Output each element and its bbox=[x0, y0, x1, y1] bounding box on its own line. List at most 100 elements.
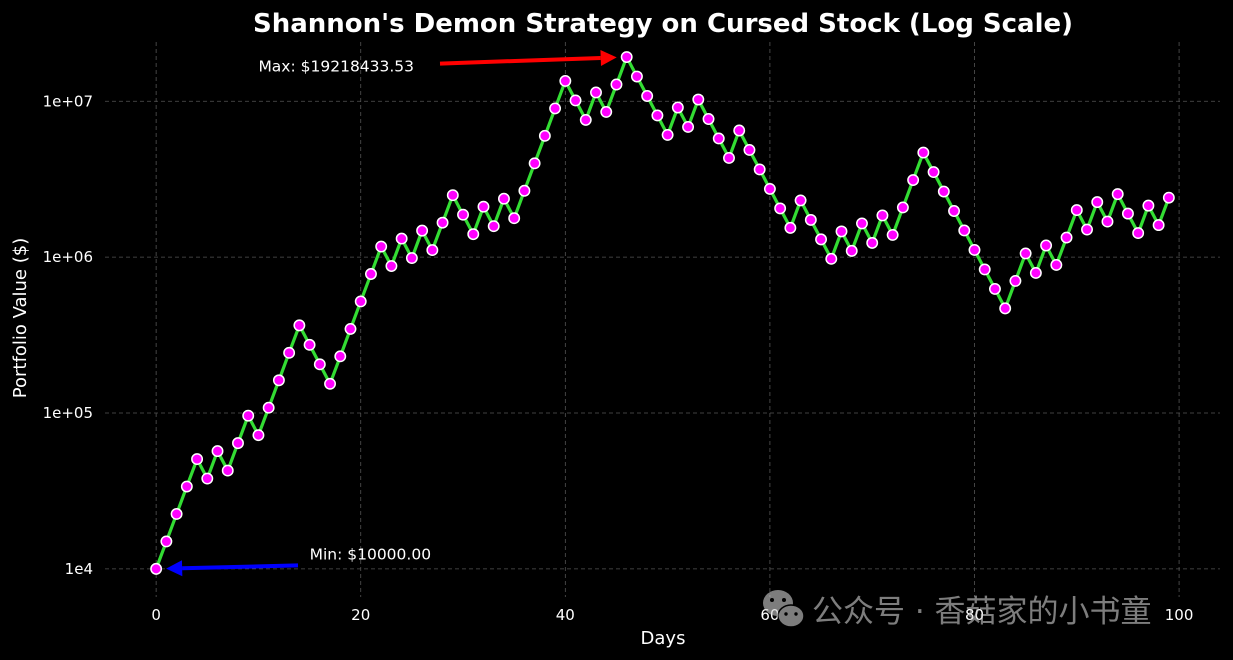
data-point bbox=[1121, 207, 1134, 220]
data-point bbox=[937, 185, 950, 198]
data-point bbox=[508, 212, 521, 225]
x-tick-label: 20 bbox=[351, 606, 370, 624]
data-point bbox=[835, 225, 848, 238]
data-point bbox=[334, 350, 347, 363]
data-point bbox=[201, 472, 214, 485]
data-point bbox=[825, 252, 838, 265]
data-point bbox=[1029, 266, 1042, 279]
data-point bbox=[671, 101, 684, 114]
data-point bbox=[313, 358, 326, 371]
data-point bbox=[927, 166, 940, 179]
wechat-icon bbox=[763, 590, 805, 628]
data-point bbox=[1070, 204, 1083, 217]
data-point bbox=[845, 244, 858, 257]
x-axis-label: Days bbox=[641, 628, 686, 649]
data-point bbox=[579, 113, 592, 126]
data-point bbox=[180, 480, 193, 493]
data-point bbox=[538, 129, 551, 142]
data-point bbox=[712, 132, 725, 145]
annotation-arrowhead bbox=[600, 49, 617, 66]
data-point bbox=[1152, 219, 1165, 232]
data-point bbox=[477, 200, 490, 213]
data-point bbox=[978, 263, 991, 276]
data-point bbox=[211, 445, 224, 458]
data-point bbox=[753, 163, 766, 176]
data-point bbox=[1050, 259, 1063, 271]
data-point bbox=[784, 221, 797, 234]
x-tick-label: 80 bbox=[965, 606, 984, 624]
data-point bbox=[989, 282, 1001, 295]
min-annotation-label: Min: $10000.00 bbox=[310, 545, 431, 563]
data-point bbox=[559, 75, 572, 87]
data-point bbox=[866, 236, 879, 249]
data-point bbox=[1040, 239, 1053, 252]
data-point bbox=[856, 217, 868, 230]
data-point bbox=[242, 409, 255, 422]
data-point bbox=[487, 220, 500, 233]
data-point bbox=[221, 464, 234, 477]
data-point bbox=[375, 240, 388, 253]
data-point bbox=[692, 93, 705, 106]
data-point bbox=[416, 224, 429, 237]
data-point bbox=[518, 184, 531, 197]
data-point bbox=[457, 208, 469, 221]
data-point bbox=[354, 295, 367, 308]
data-point bbox=[232, 437, 244, 450]
data-point bbox=[303, 338, 316, 351]
data-point bbox=[1101, 215, 1114, 228]
series-line bbox=[154, 55, 1171, 570]
data-point bbox=[999, 302, 1012, 315]
data-point bbox=[385, 260, 398, 272]
data-point bbox=[590, 86, 602, 99]
data-point bbox=[917, 146, 930, 159]
data-point bbox=[1091, 196, 1104, 209]
data-point bbox=[283, 346, 296, 359]
y-tick-label: 1e+06 bbox=[43, 248, 93, 266]
data-point bbox=[395, 232, 408, 245]
data-point bbox=[436, 216, 449, 229]
data-point bbox=[344, 322, 357, 335]
data-point bbox=[497, 192, 510, 205]
data-point bbox=[1019, 247, 1032, 260]
y-axis-label: Portfolio Value ($) bbox=[10, 238, 31, 398]
data-point bbox=[467, 228, 480, 241]
data-point bbox=[723, 151, 735, 164]
data-point bbox=[774, 202, 787, 215]
data-point bbox=[886, 228, 899, 241]
data-point bbox=[876, 209, 889, 222]
data-point bbox=[815, 233, 828, 246]
data-point bbox=[743, 144, 756, 156]
data-point bbox=[948, 205, 960, 217]
watermark: 公众号 · 香菇家的小书童 bbox=[763, 590, 1152, 630]
data-point bbox=[610, 78, 623, 91]
data-point bbox=[262, 401, 275, 414]
data-point bbox=[958, 224, 971, 237]
y-tick-label: 1e+05 bbox=[43, 404, 93, 422]
data-point bbox=[600, 105, 613, 118]
data-point bbox=[252, 429, 265, 442]
data-point bbox=[968, 243, 981, 256]
y-tick-label: 1e4 bbox=[65, 560, 93, 578]
data-point bbox=[1081, 223, 1093, 236]
series-layer bbox=[150, 51, 1175, 575]
watermark-text: 公众号 · 香菇家的小书童 bbox=[812, 594, 1152, 630]
y-tick-label: 1e+07 bbox=[43, 92, 93, 110]
data-point bbox=[293, 319, 306, 332]
annotations-layer: Max: $19218433.53 Min: $10000.00 bbox=[166, 49, 617, 577]
data-point bbox=[733, 124, 746, 137]
data-point bbox=[702, 113, 715, 125]
data-point bbox=[160, 535, 173, 548]
data-point bbox=[569, 94, 582, 107]
data-point bbox=[620, 51, 633, 63]
data-point bbox=[1142, 199, 1155, 212]
data-point bbox=[651, 109, 664, 122]
data-point bbox=[804, 213, 817, 226]
data-point bbox=[763, 182, 776, 195]
data-point bbox=[896, 201, 909, 214]
x-tick-label: 100 bbox=[1165, 606, 1194, 624]
annotation-arrow-shaft bbox=[439, 55, 601, 66]
data-point bbox=[272, 374, 285, 387]
data-point bbox=[191, 453, 204, 466]
max-annotation-label: Max: $19218433.53 bbox=[258, 58, 414, 76]
